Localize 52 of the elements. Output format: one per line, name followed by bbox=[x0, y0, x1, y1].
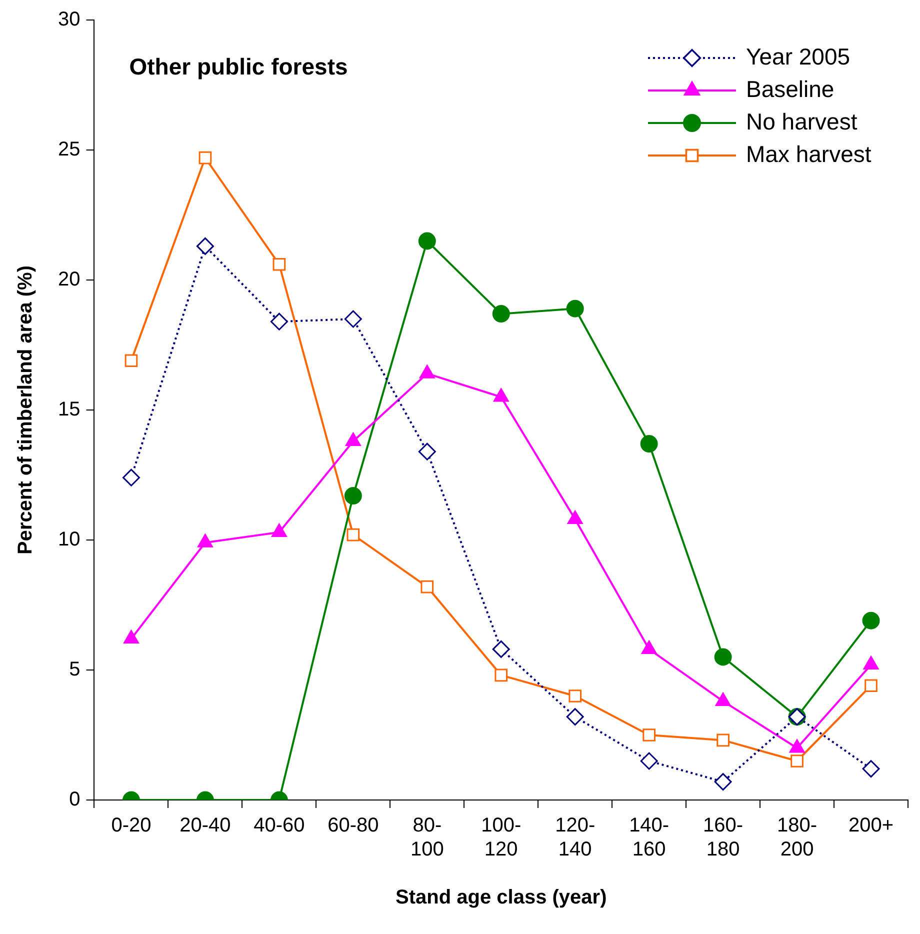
legend-label: Baseline bbox=[746, 76, 834, 102]
point bbox=[418, 232, 436, 250]
point bbox=[492, 640, 510, 658]
y-tick-label: 0 bbox=[69, 788, 80, 811]
y-tick-label: 30 bbox=[58, 8, 80, 31]
point bbox=[270, 312, 288, 330]
point bbox=[198, 151, 212, 164]
point bbox=[196, 237, 214, 255]
y-tick-label: 25 bbox=[58, 138, 80, 161]
y-tick-label: 5 bbox=[69, 658, 80, 681]
point bbox=[864, 679, 878, 692]
y-tick-label: 20 bbox=[58, 268, 80, 291]
y-axis-title: Percent of timberland area (%) bbox=[14, 266, 37, 554]
point bbox=[790, 754, 804, 768]
x-tick-label: 180-200 bbox=[777, 814, 818, 861]
point bbox=[494, 668, 508, 682]
x-tick-label: 60-80 bbox=[328, 814, 379, 837]
point bbox=[272, 258, 286, 271]
point bbox=[122, 468, 140, 486]
point bbox=[566, 300, 584, 318]
point bbox=[344, 487, 362, 505]
legend-label: No harvest bbox=[746, 108, 858, 134]
point bbox=[418, 442, 436, 460]
legend-label: Year 2005 bbox=[746, 43, 850, 70]
x-axis-title: Stand age class (year) bbox=[396, 886, 607, 909]
x-tick-label: 0-20 bbox=[111, 814, 152, 837]
x-tick-label: 100-120 bbox=[481, 814, 522, 861]
x-tick-label: 160-180 bbox=[703, 814, 744, 861]
point bbox=[568, 690, 582, 702]
point bbox=[492, 305, 510, 323]
legend-label: Max harvest bbox=[746, 140, 872, 167]
point bbox=[862, 760, 880, 778]
point bbox=[642, 728, 656, 742]
y-tick-label: 10 bbox=[58, 528, 80, 551]
x-tick-label: 20-40 bbox=[180, 814, 231, 837]
point bbox=[124, 354, 138, 368]
point bbox=[344, 310, 362, 328]
x-tick-label: 120-140 bbox=[555, 814, 596, 861]
point bbox=[640, 435, 658, 453]
point bbox=[714, 648, 732, 666]
point bbox=[714, 773, 732, 791]
x-tick-label: 140-160 bbox=[629, 814, 670, 861]
x-tick-label: 80-100 bbox=[410, 814, 444, 861]
text: Other public forests bbox=[129, 53, 348, 80]
y-tick-label: 15 bbox=[58, 398, 80, 421]
x-tick-label: 40-60 bbox=[254, 814, 305, 837]
point bbox=[862, 612, 880, 630]
point bbox=[716, 734, 730, 747]
point bbox=[566, 708, 584, 726]
point bbox=[346, 528, 360, 542]
x-tick-label: 200+ bbox=[848, 814, 894, 837]
point bbox=[420, 580, 434, 594]
